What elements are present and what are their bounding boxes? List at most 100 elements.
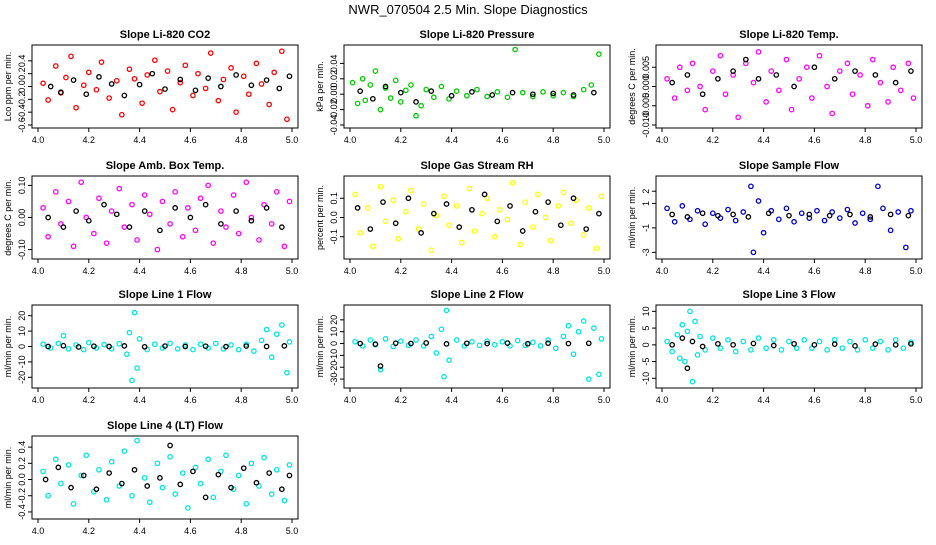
data-point: [430, 94, 437, 101]
data-point: [207, 50, 214, 56]
x-tick-label: 5.0: [598, 135, 611, 145]
data-point: [359, 75, 366, 82]
data-point: [798, 210, 805, 217]
data-point: [98, 59, 105, 65]
data-point: [537, 343, 544, 349]
data-point: [509, 180, 516, 186]
y-tick-label: 0: [329, 341, 339, 346]
data-point: [131, 75, 138, 82]
highlight-point: [448, 92, 455, 99]
data-point: [377, 106, 384, 113]
data-point: [836, 215, 843, 221]
x-tick-label: 5.0: [286, 266, 299, 276]
highlight-point: [113, 211, 120, 218]
y-axis-label: ml/min per min.: [3, 316, 13, 378]
data-point: [768, 68, 775, 74]
highlight-point: [202, 494, 209, 501]
data-point: [740, 209, 747, 215]
data-point: [121, 224, 128, 230]
data-point: [568, 220, 574, 227]
highlight-point: [187, 214, 194, 221]
data-point: [392, 77, 399, 84]
highlight-point: [852, 68, 858, 74]
data-point: [491, 233, 498, 240]
data-point: [694, 207, 701, 214]
highlight-point: [357, 88, 364, 94]
plot-frame: [343, 175, 611, 260]
highlight-point: [730, 68, 736, 74]
highlight-point: [240, 465, 247, 472]
data-point: [748, 183, 754, 190]
data-point: [271, 69, 278, 76]
x-tick-label: 4.4: [757, 266, 770, 276]
highlight-point: [791, 83, 797, 90]
data-point: [80, 82, 87, 89]
data-point: [245, 91, 252, 98]
y-tick-label: 5: [641, 326, 651, 331]
data-point: [192, 227, 199, 234]
y-tick-label: -0.2: [17, 488, 27, 504]
data-point: [228, 342, 234, 348]
data-point: [446, 357, 452, 363]
panel-grid: Slope Li-820 CO2-0.6-0.4-0.20.00.20.4Lco…: [3, 29, 923, 536]
data-point: [793, 345, 800, 352]
x-tick-label: 5.0: [598, 266, 611, 276]
data-point: [205, 456, 212, 463]
highlight-point: [791, 340, 797, 347]
data-point: [248, 214, 255, 221]
highlight-point: [192, 87, 199, 94]
data-point: [824, 346, 830, 353]
data-point: [177, 79, 184, 86]
data-point: [580, 318, 587, 324]
data-point: [85, 339, 92, 346]
data-point: [235, 472, 242, 479]
highlight-point: [228, 484, 234, 491]
data-point: [377, 183, 384, 190]
y-tick-label: 10: [329, 327, 339, 337]
x-tick-label: 4.6: [808, 395, 821, 405]
data-point: [494, 89, 501, 95]
data-point: [560, 89, 567, 96]
data-point: [897, 87, 904, 94]
highlight-point: [141, 208, 148, 214]
data-point: [73, 104, 79, 111]
data-point: [258, 337, 265, 344]
data-point: [349, 79, 356, 86]
data-point: [806, 215, 813, 221]
data-point: [192, 464, 199, 471]
highlight-point: [519, 228, 526, 234]
data-point: [223, 452, 229, 459]
data-point: [491, 341, 498, 348]
data-point: [504, 216, 511, 223]
highlight-point: [42, 476, 49, 483]
highlight-point: [489, 92, 496, 98]
data-point: [197, 480, 204, 487]
highlight-point: [887, 211, 894, 218]
data-point: [438, 83, 445, 90]
data-point: [862, 336, 869, 343]
highlight-point: [60, 224, 67, 230]
highlight-point: [532, 208, 539, 215]
highlight-point: [263, 77, 270, 83]
data-point: [453, 203, 460, 209]
x-tick-label: 4.2: [707, 266, 720, 276]
x-tick-label: 4.0: [344, 395, 357, 405]
highlight-point: [121, 343, 128, 349]
data-point: [788, 106, 795, 113]
highlight-point: [218, 83, 224, 90]
data-point: [669, 348, 676, 355]
x-tick-label: 4.4: [133, 135, 146, 145]
data-point: [555, 203, 562, 209]
y-tick-label: -10: [329, 349, 339, 362]
data-point: [65, 198, 72, 205]
highlight-point: [55, 464, 62, 471]
highlight-point: [413, 99, 419, 105]
data-point: [575, 328, 582, 335]
data-point: [52, 456, 59, 463]
highlight-point: [892, 79, 899, 86]
data-point: [261, 454, 267, 461]
data-point: [202, 85, 209, 92]
data-point: [676, 64, 683, 71]
chart-panel: Slope Line 3 Flow -10 -5 0 5 10 ml/min per min…: [627, 289, 923, 405]
highlight-point: [106, 343, 112, 350]
